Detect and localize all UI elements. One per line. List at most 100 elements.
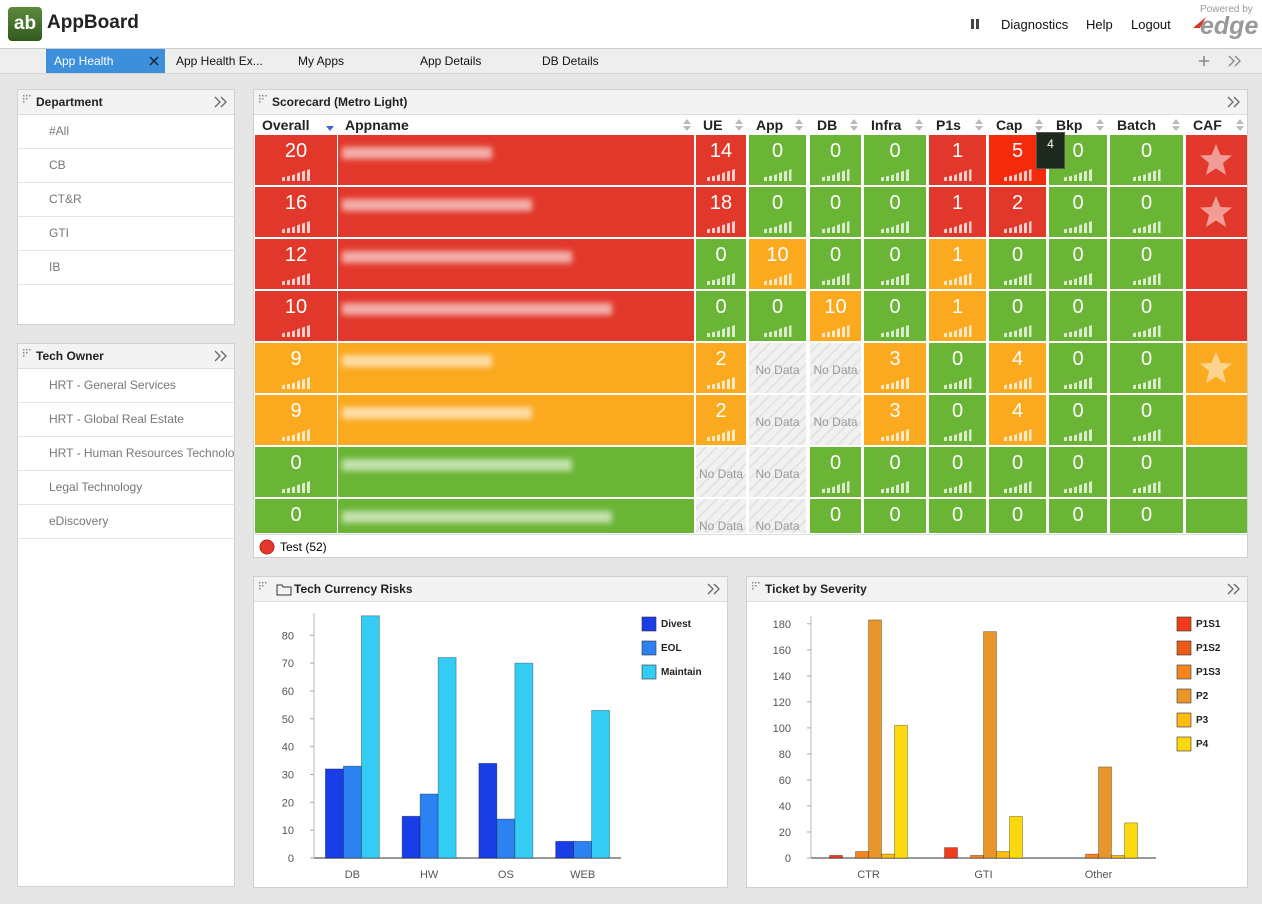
cell-value: 0	[889, 504, 901, 526]
sort-icon[interactable]	[915, 118, 923, 132]
x-tick-label: WEB	[570, 869, 595, 881]
score-cell: 0	[1049, 395, 1107, 445]
score-cell: 10	[255, 291, 337, 341]
menu-link[interactable]: Help	[1086, 17, 1113, 32]
panel-header: Scorecard (Metro Light)	[254, 90, 1247, 115]
cell-value: 10	[824, 296, 847, 318]
sort-down	[1236, 126, 1244, 131]
dot	[26, 98, 28, 100]
sort-icon[interactable]	[735, 118, 743, 132]
dot	[259, 95, 261, 97]
score-cell: 0	[864, 499, 926, 533]
sort-icon[interactable]	[1035, 118, 1043, 132]
tab[interactable]: App Health Ex...	[176, 54, 263, 68]
sparkline	[881, 377, 909, 389]
sort-icon[interactable]	[1236, 118, 1244, 132]
score-cell	[1186, 447, 1247, 497]
panel-menu[interactable]	[1227, 96, 1241, 108]
cell-value: 1	[951, 192, 964, 214]
score-cell: 0	[989, 239, 1046, 289]
bar	[401, 815, 421, 859]
panel-menu[interactable]	[707, 583, 721, 595]
panel-menu[interactable]	[214, 96, 228, 108]
dot	[262, 585, 264, 587]
score-cell: 0	[1049, 187, 1107, 237]
sort-down	[1172, 126, 1180, 131]
sort-icon[interactable]	[1096, 118, 1104, 132]
sparkline	[1003, 221, 1032, 233]
logo[interactable]: ab	[8, 7, 42, 41]
score-cell: No Data	[810, 395, 861, 445]
sparkline	[763, 325, 792, 337]
sparkline	[282, 377, 310, 389]
list-item[interactable]: HRT - Human Resources Technolo	[18, 437, 234, 471]
cell-value: 9	[290, 400, 302, 422]
score-cell: 0	[749, 187, 806, 237]
sparkline	[1132, 273, 1161, 285]
list-item[interactable]: HRT - General Services	[18, 369, 234, 403]
list-item[interactable]: HRT - Global Real Estate	[18, 403, 234, 437]
x-tick-label: OS	[498, 869, 514, 881]
sparkline	[282, 169, 310, 181]
bar	[478, 762, 498, 859]
appname-redacted	[342, 147, 492, 159]
score-cell: 0	[1049, 499, 1107, 533]
panel-menu[interactable]	[1227, 583, 1241, 595]
cell-value: 0	[1011, 296, 1024, 318]
pause-icon[interactable]	[970, 18, 980, 30]
sort-icon[interactable]	[850, 118, 858, 132]
tab[interactable]: App Details	[420, 54, 482, 68]
cell-value: 18	[709, 192, 733, 214]
bar	[514, 662, 534, 859]
menu-link[interactable]: Diagnostics	[1001, 17, 1069, 32]
tab-active[interactable]: App Health	[46, 49, 165, 73]
cell-value: 0	[1140, 296, 1153, 318]
tab-close[interactable]	[149, 56, 159, 66]
sparkline	[282, 481, 310, 493]
cell-value: 3	[889, 400, 901, 422]
list-item[interactable]: #All	[18, 115, 234, 149]
sparkline	[707, 273, 735, 285]
cell-value: 0	[1072, 296, 1084, 318]
cell-value: 12	[284, 244, 308, 266]
panel-menu[interactable]	[214, 350, 228, 362]
star	[1200, 144, 1232, 175]
sort-icon[interactable]	[683, 118, 691, 132]
list-item[interactable]: CT&R	[18, 183, 234, 217]
sort-icon[interactable]	[795, 118, 803, 132]
tab[interactable]: My Apps	[298, 54, 345, 68]
cell-value: 0	[829, 504, 842, 526]
dot	[23, 352, 25, 354]
y-tick-label: 0	[288, 853, 294, 865]
cell-value: 0	[771, 296, 784, 318]
tech-owner-panel: Tech Owner HRT - General Services HRT - G…	[17, 343, 235, 887]
sort-icon[interactable]	[975, 118, 983, 132]
tab-more[interactable]	[1228, 55, 1242, 67]
column-label: Batch	[1117, 117, 1156, 133]
bar	[324, 768, 344, 859]
panel-header: Department	[18, 90, 234, 115]
drag-handle	[752, 582, 760, 590]
menu-link[interactable]: Logout	[1131, 17, 1171, 32]
sparkline	[943, 429, 972, 441]
sort-icon[interactable]	[1172, 118, 1180, 132]
score-cell: 10	[810, 291, 861, 341]
sort-icon[interactable]	[326, 118, 334, 132]
tab[interactable]: DB Details	[542, 54, 599, 68]
dot	[23, 349, 25, 351]
score-cell: 0	[810, 187, 861, 237]
cell-value: 0	[829, 244, 842, 266]
drag-handle	[23, 349, 31, 357]
list-item[interactable]: eDiscovery	[18, 505, 234, 539]
y-tick-label: 80	[282, 630, 294, 642]
cell-value: 0	[1140, 452, 1153, 474]
list-item[interactable]: IB	[18, 251, 234, 285]
list-item[interactable]: GTI	[18, 217, 234, 251]
sparkline	[1064, 377, 1092, 389]
column-label: Appname	[345, 117, 409, 133]
add-tab[interactable]	[1198, 55, 1210, 67]
list-item[interactable]: Legal Technology	[18, 471, 234, 505]
legend-swatch	[1176, 664, 1192, 680]
list-item[interactable]: CB	[18, 149, 234, 183]
